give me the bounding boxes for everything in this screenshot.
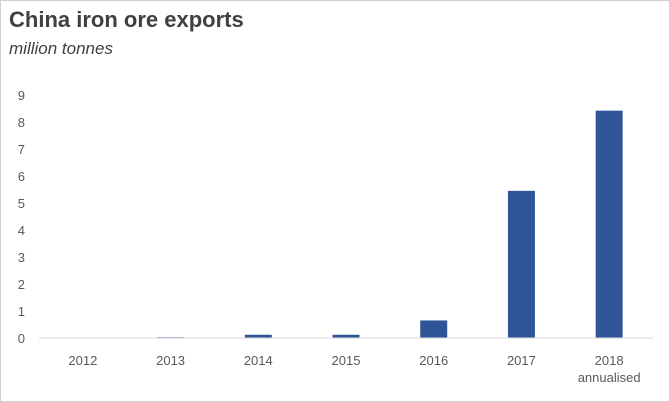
y-tick-label: 2 — [18, 277, 25, 292]
x-tick-label: 2012 — [68, 353, 97, 368]
y-tick-label: 5 — [18, 196, 25, 211]
bar-2017 — [507, 190, 535, 338]
x-tick-label: 2014 — [244, 353, 273, 368]
y-tick-label: 3 — [18, 250, 25, 265]
bar-2015 — [332, 334, 360, 338]
y-tick-label: 0 — [18, 331, 25, 346]
y-tick-label: 4 — [18, 223, 25, 238]
x-tick-label: 2013 — [156, 353, 185, 368]
x-tick-label: 2015 — [332, 353, 361, 368]
x-tick-sublabel: annualised — [578, 370, 641, 385]
x-tick-label: 2017 — [507, 353, 536, 368]
x-tick-label: 2016 — [419, 353, 448, 368]
y-tick-label: 6 — [18, 169, 25, 184]
chart-title: China iron ore exports — [9, 7, 244, 32]
bar-2016 — [420, 320, 448, 338]
bars — [157, 110, 623, 338]
y-axis-ticks: 0 1 2 3 4 5 6 7 8 9 — [18, 88, 25, 346]
y-tick-label: 1 — [18, 304, 25, 319]
x-axis-ticks: 2012 2013 2014 2015 2016 2017 2018 annualised — [68, 353, 640, 385]
x-tick-label: 2018 — [595, 353, 624, 368]
chart-subtitle: million tonnes — [9, 39, 113, 58]
bar-2014 — [244, 334, 272, 338]
y-tick-label: 8 — [18, 115, 25, 130]
bar-2018 — [595, 110, 623, 338]
y-tick-label: 7 — [18, 142, 25, 157]
y-tick-label: 9 — [18, 88, 25, 103]
